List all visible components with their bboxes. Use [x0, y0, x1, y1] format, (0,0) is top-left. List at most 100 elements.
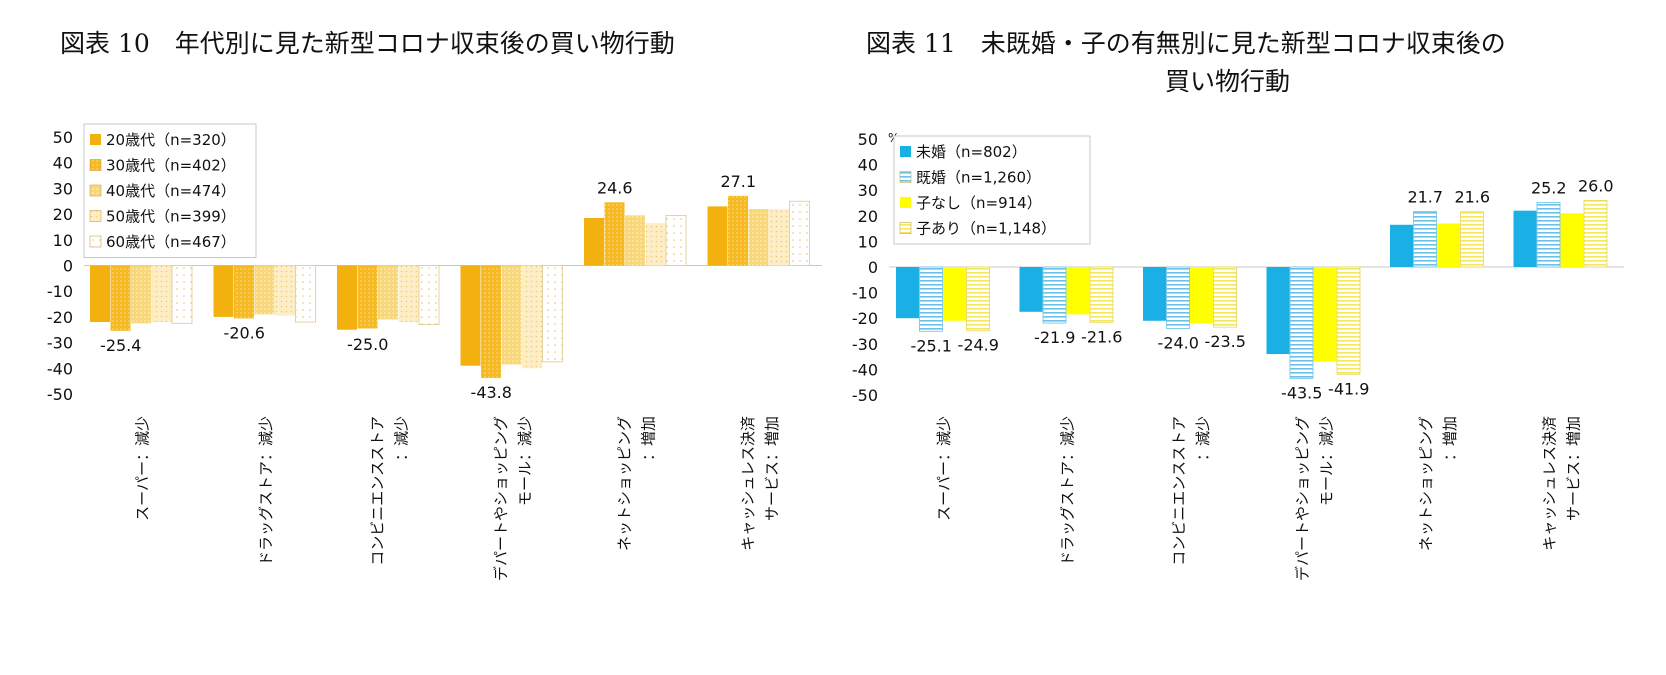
- legend-entry: 30歳代（n=402）: [106, 157, 236, 175]
- y-tick-label: 40: [53, 154, 73, 173]
- legend-entry: 未婚（n=802）: [916, 143, 1027, 161]
- data-label: -41.9: [1328, 379, 1369, 398]
- category-label: デパートやショッピング: [492, 416, 510, 581]
- data-label: -24.0: [1158, 333, 1199, 352]
- category-label: サービス：増加: [1565, 416, 1583, 521]
- bar-2-c2-s3: [1213, 266, 1237, 328]
- bar-1-c5-s0: [707, 206, 728, 266]
- bar-1-c1-s4: [295, 265, 316, 323]
- legend-swatch: [899, 222, 912, 234]
- bar-1-c3-s2: [501, 265, 522, 365]
- category-label: スーパー：減少: [935, 416, 953, 521]
- y-tick-label: -40: [852, 360, 878, 379]
- bar-1-c0-s0: [90, 265, 110, 323]
- legend-swatch: [89, 235, 102, 248]
- bar-2-c1-s3: [1089, 266, 1114, 323]
- chart-2: 50403020100-10-20-30-40-50%スーパー：減少ドラッグスト…: [852, 130, 1624, 581]
- legend-entry: 40歳代（n=474）: [106, 182, 236, 200]
- y-tick-label: -50: [852, 386, 878, 405]
- bar-2-c3-s1: [1289, 266, 1314, 379]
- category-label: ：増加: [639, 416, 657, 461]
- bar-2-c4-s1: [1413, 211, 1437, 268]
- data-label: -20.6: [224, 323, 265, 342]
- bar-2-c1-s1: [1042, 266, 1067, 324]
- bar-1-c4-s2: [625, 215, 645, 266]
- y-tick-label: 30: [858, 181, 878, 200]
- data-label: 24.6: [597, 178, 633, 197]
- bar-1-c5-s3: [769, 208, 789, 266]
- bar-2-c4-s2: [1437, 223, 1460, 267]
- data-label: 26.0: [1578, 176, 1614, 195]
- y-tick-label: 40: [858, 156, 878, 175]
- bar-1-c4-s4: [665, 214, 687, 266]
- bar-2-c4-s3: [1460, 211, 1484, 268]
- bar-2-c1-s2: [1066, 267, 1090, 315]
- bar-2-c3-s3: [1336, 266, 1361, 375]
- category-label: サービス：増加: [763, 416, 781, 521]
- legend-swatch: [90, 134, 101, 145]
- bar-1-c5-s1: [728, 195, 748, 266]
- bar-1-c0-s1: [110, 265, 131, 331]
- bar-1-c1-s2: [254, 265, 275, 315]
- legend-entry: 子あり（n=1,148）: [916, 220, 1056, 238]
- y-tick-label: -50: [47, 385, 73, 404]
- bar-1-c1-s3: [275, 265, 295, 316]
- bar-1-c1-s1: [234, 265, 254, 319]
- bar-2-c5-s1: [1536, 202, 1561, 268]
- bar-1-c3-s1: [481, 265, 501, 379]
- category-label: ドラッグストア：減少: [1059, 416, 1077, 566]
- category-label: キャッシュレス決済: [1541, 416, 1559, 551]
- legend-entry: 20歳代（n=320）: [106, 131, 236, 149]
- y-tick-label: 30: [53, 179, 73, 198]
- bar-2-c5-s2: [1560, 213, 1584, 267]
- bar-2-c4-s0: [1390, 224, 1413, 267]
- y-tick-label: -20: [852, 309, 878, 328]
- data-label: 25.2: [1531, 178, 1567, 197]
- data-label: -43.5: [1281, 383, 1322, 402]
- category-label: コンビニエンスストア: [368, 416, 386, 566]
- legend-box: [83, 123, 257, 258]
- legend-entry: 子なし（n=914）: [916, 194, 1042, 212]
- legend-entry: 50歳代（n=399）: [106, 208, 236, 226]
- legend-swatch: [900, 197, 911, 208]
- legend-swatch: [89, 210, 102, 222]
- y-tick-label: 10: [858, 232, 878, 251]
- bar-2-c1-s0: [1019, 267, 1043, 312]
- category-label: コンビニエンスストア: [1170, 416, 1188, 566]
- category-label: ドラッグストア：減少: [257, 416, 275, 566]
- y-tick-label: -30: [852, 335, 878, 354]
- bar-1-c3-s0: [460, 265, 481, 366]
- category-label: モール：減少: [516, 416, 534, 506]
- category-label: キャッシュレス決済: [739, 416, 757, 551]
- y-tick-label: -10: [852, 284, 878, 303]
- y-tick-label: 10: [53, 231, 73, 250]
- bar-2-c5-s3: [1583, 200, 1608, 268]
- legend-swatch: [899, 171, 912, 183]
- bar-1-c2-s1: [357, 265, 378, 329]
- bar-2-c0-s3: [966, 266, 990, 332]
- y-tick-label: -10: [47, 282, 73, 301]
- bar-2-c0-s0: [896, 267, 919, 319]
- y-tick-label: -20: [47, 308, 73, 327]
- chart-title-fig11-line1: 図表 11 未既婚・子の有無別に見た新型コロナ収束後の: [866, 29, 1506, 58]
- data-label: 21.7: [1407, 187, 1443, 206]
- legend-entry: 既婚（n=1,260）: [916, 169, 1041, 187]
- legend-box: [893, 135, 1091, 245]
- y-tick-label: -30: [47, 334, 73, 353]
- bar-1-c0-s3: [151, 265, 172, 323]
- y-tick-label: 0: [868, 258, 878, 277]
- chart-title-fig10: 図表 10 年代別に見た新型コロナ収束後の買い物行動: [60, 29, 675, 58]
- y-tick-label: 20: [858, 207, 878, 226]
- bar-1-c2-s2: [378, 265, 398, 320]
- data-label: 21.6: [1454, 188, 1490, 207]
- category-label: ：減少: [392, 416, 410, 461]
- y-tick-label: 0: [63, 257, 73, 276]
- data-label: -43.8: [471, 383, 512, 402]
- data-label: -21.6: [1081, 327, 1122, 346]
- bar-2-c3-s2: [1313, 267, 1337, 362]
- bar-1-c3-s4: [542, 265, 563, 363]
- data-label: -23.5: [1205, 332, 1246, 351]
- legend-swatch: [89, 159, 102, 171]
- data-label: -25.0: [347, 335, 388, 354]
- bar-1-c4-s1: [604, 202, 625, 266]
